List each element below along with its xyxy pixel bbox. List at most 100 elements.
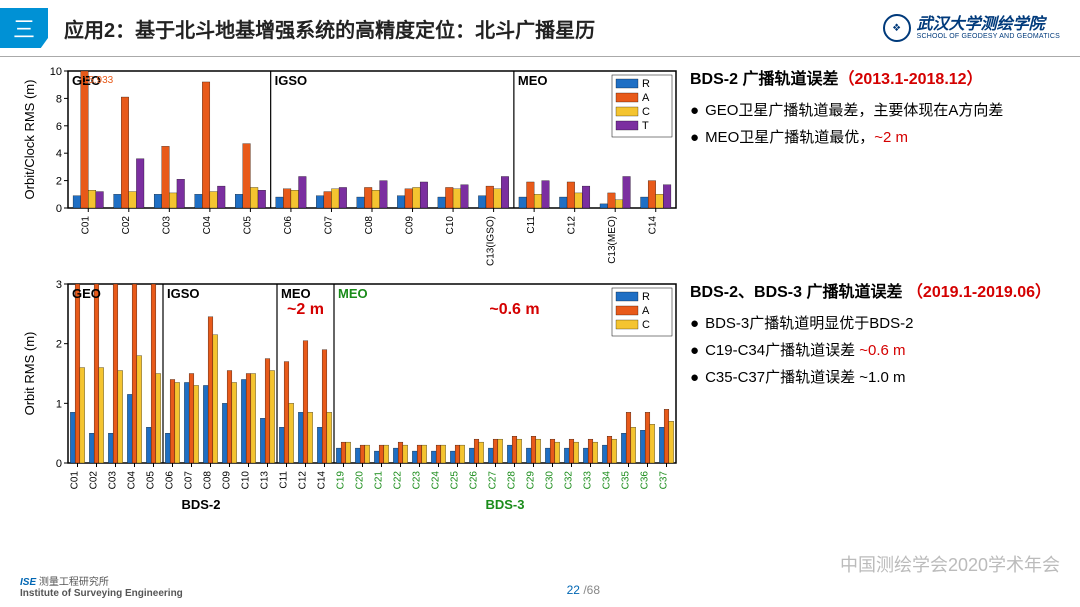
- svg-text:C24: C24: [431, 471, 442, 490]
- svg-text:C02: C02: [121, 216, 132, 235]
- svg-text:C09: C09: [222, 471, 233, 490]
- svg-text:C14: C14: [648, 216, 659, 235]
- school-logo: ❖ 武汉大学测绘学院 SCHOOL OF GEODESY AND GEOMATI…: [883, 14, 1060, 42]
- svg-text:C13: C13: [260, 471, 271, 490]
- page-number: 22 /68: [567, 583, 600, 597]
- text-bds2: BDS-2 广播轨道误差（2013.1-2018.12） GEO卫星广播轨道最差…: [680, 65, 1080, 270]
- svg-text:MEO: MEO: [281, 286, 311, 301]
- svg-text:C: C: [642, 106, 650, 118]
- text1-title: BDS-2 广播轨道误差（2013.1-2018.12）: [690, 65, 1080, 89]
- svg-text:2: 2: [56, 176, 62, 188]
- svg-text:R: R: [642, 291, 650, 303]
- svg-text:4: 4: [56, 148, 62, 160]
- bullet: C35-C37广播轨道误差 ~1.0 m: [690, 366, 1080, 387]
- svg-text:C33: C33: [583, 471, 594, 490]
- svg-text:C27: C27: [488, 471, 499, 490]
- logo-main-text: 武汉大学测绘学院: [917, 17, 1060, 33]
- svg-text:2: 2: [56, 339, 62, 351]
- svg-text:C09: C09: [405, 216, 416, 235]
- svg-text:C03: C03: [161, 216, 172, 235]
- svg-text:IGSO: IGSO: [167, 286, 200, 301]
- svg-text:10: 10: [50, 66, 62, 78]
- svg-text:15.933: 15.933: [83, 75, 114, 86]
- svg-text:C12: C12: [567, 216, 578, 235]
- text2-title-pre: BDS-2、BDS-3 广播轨道误差: [690, 284, 907, 301]
- svg-text:IGSO: IGSO: [275, 73, 308, 88]
- svg-text:1: 1: [56, 398, 62, 410]
- svg-text:C34: C34: [602, 471, 613, 490]
- svg-text:C11: C11: [526, 216, 537, 234]
- inst-en: Institute of Surveying Engineering: [20, 588, 183, 599]
- logo-sub-text: SCHOOL OF GEODESY AND GEOMATICS: [917, 33, 1060, 40]
- svg-text:C07: C07: [323, 216, 334, 235]
- text2-title: BDS-2、BDS-3 广播轨道误差 （2019.1-2019.06）: [690, 278, 1080, 302]
- svg-text:C12: C12: [298, 471, 309, 490]
- page-total: /68: [583, 583, 600, 597]
- svg-text:~0.6 m: ~0.6 m: [489, 301, 539, 318]
- bullet: GEO卫星广播轨道最差，主要体现在A方向差: [690, 99, 1080, 120]
- page-current: 22: [567, 583, 580, 597]
- svg-text:C29: C29: [526, 471, 537, 490]
- svg-text:A: A: [642, 92, 650, 104]
- svg-text:C19: C19: [336, 471, 347, 490]
- svg-text:BDS-3: BDS-3: [485, 497, 524, 512]
- page-title: 应用2：基于北斗地基增强系统的高精度定位：北斗广播星历: [64, 14, 883, 43]
- svg-text:T: T: [642, 120, 649, 132]
- svg-text:6: 6: [56, 121, 62, 133]
- svg-text:C06: C06: [165, 471, 176, 490]
- svg-text:A: A: [642, 305, 650, 317]
- svg-text:C10: C10: [445, 216, 456, 235]
- svg-text:MEO: MEO: [518, 73, 548, 88]
- svg-text:MEO: MEO: [338, 286, 368, 301]
- svg-text:C37: C37: [659, 471, 670, 490]
- ise-label: ISE: [20, 577, 36, 588]
- bullet: MEO卫星广播轨道最优，~2 m: [690, 126, 1080, 147]
- header: 三 应用2：基于北斗地基增强系统的高精度定位：北斗广播星历 ❖ 武汉大学测绘学院…: [0, 0, 1080, 57]
- svg-text:C25: C25: [450, 471, 461, 490]
- svg-text:C05: C05: [242, 216, 253, 235]
- bullet: C19-C34广播轨道误差 ~0.6 m: [690, 339, 1080, 360]
- chart-bds2-orbit-clock: 0 2 4 6 8 10 Orbit/Clock RMS (m) C01 C02 C03 C04 C0…: [20, 65, 680, 270]
- svg-text:C22: C22: [393, 471, 404, 490]
- svg-text:Orbit/Clock RMS (m): Orbit/Clock RMS (m): [22, 80, 37, 200]
- text1-title-red: （2013.1-2018.12）: [838, 71, 982, 88]
- svg-text:C02: C02: [89, 471, 100, 490]
- text1-title-pre: BDS-2 广播轨道误差: [690, 71, 838, 88]
- text2-title-red: （2019.1-2019.06）: [907, 284, 1051, 301]
- svg-text:BDS-2: BDS-2: [181, 497, 220, 512]
- svg-text:C20: C20: [355, 471, 366, 490]
- svg-text:R: R: [642, 78, 650, 90]
- svg-text:0: 0: [56, 458, 62, 470]
- svg-text:C14: C14: [317, 471, 328, 490]
- svg-text:Orbit RMS (m): Orbit RMS (m): [22, 332, 37, 416]
- svg-text:C13(IGSO): C13(IGSO): [486, 216, 497, 266]
- svg-text:C06: C06: [283, 216, 294, 235]
- svg-text:C05: C05: [146, 471, 157, 490]
- svg-text:C30: C30: [545, 471, 556, 490]
- svg-text:8: 8: [56, 93, 62, 105]
- svg-text:C23: C23: [412, 471, 423, 490]
- footer-conference: 中国测绘学会2020学术年会: [840, 551, 1060, 577]
- svg-text:C13(MEO): C13(MEO): [607, 216, 618, 264]
- svg-text:C01: C01: [70, 471, 81, 490]
- bullet: BDS-3广播轨道明显优于BDS-2: [690, 312, 1080, 333]
- text-bds3: BDS-2、BDS-3 广播轨道误差 （2019.1-2019.06） BDS-…: [680, 278, 1080, 513]
- svg-text:C26: C26: [469, 471, 480, 490]
- chart-bds2-bds3-orbit: 0 1 2 3 Orbit RMS (m) C01 C02 C03 C04 C05 C06 C07 C0…: [20, 278, 680, 513]
- svg-text:C08: C08: [364, 216, 375, 235]
- section-number-icon: 三: [0, 8, 48, 48]
- svg-text:~2 m: ~2 m: [287, 301, 324, 318]
- svg-text:C07: C07: [184, 471, 195, 490]
- svg-text:C04: C04: [202, 216, 213, 235]
- svg-text:C04: C04: [127, 471, 138, 490]
- svg-text:C03: C03: [108, 471, 119, 490]
- footer-institute: ISE 测量工程研究所 Institute of Surveying Engin…: [20, 573, 183, 599]
- svg-text:C35: C35: [621, 471, 632, 490]
- svg-text:C11: C11: [279, 471, 290, 489]
- svg-text:C32: C32: [564, 471, 575, 490]
- svg-text:0: 0: [56, 203, 62, 215]
- svg-text:C01: C01: [80, 216, 91, 235]
- inst-cn: 测量工程研究所: [39, 577, 109, 588]
- svg-text:C08: C08: [203, 471, 214, 490]
- svg-text:3: 3: [56, 279, 62, 291]
